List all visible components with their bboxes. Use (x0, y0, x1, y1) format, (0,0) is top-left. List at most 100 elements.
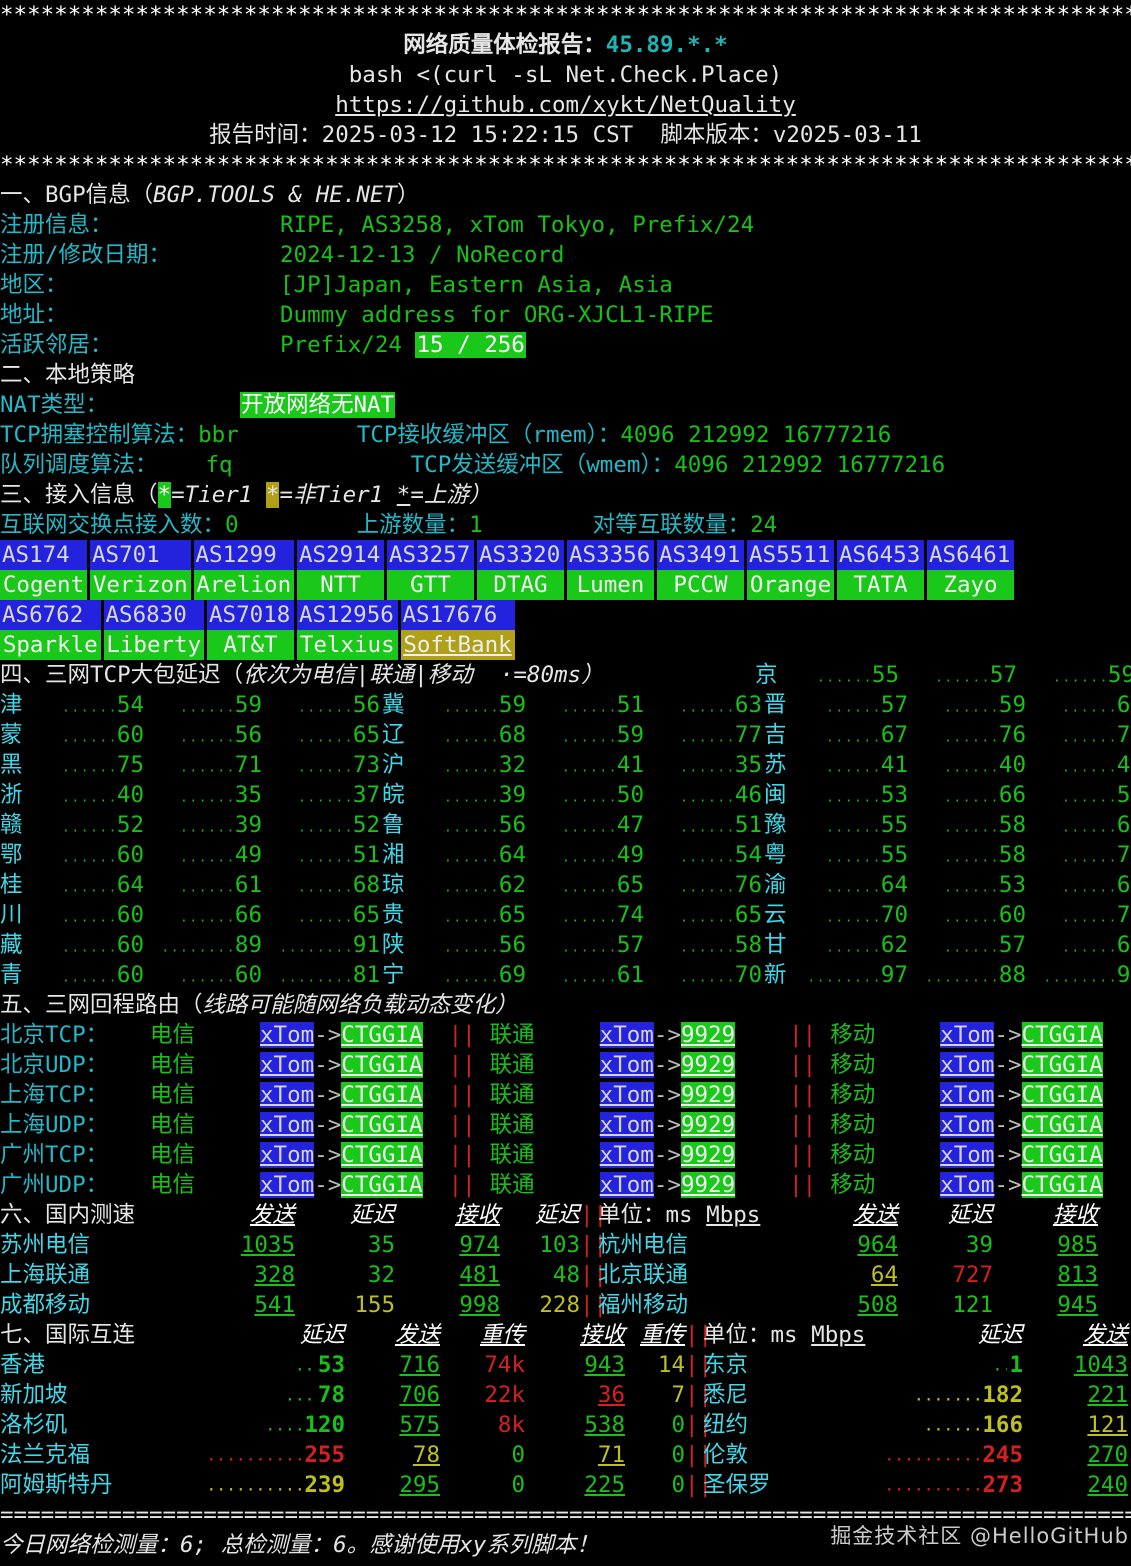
route-hop-src[interactable]: xTom (599, 1082, 654, 1108)
route-hop-dst[interactable]: CTGGIA (1021, 1172, 1103, 1198)
upstream-count-value: 1 (469, 512, 483, 538)
as-number[interactable]: AS1299 (193, 540, 294, 570)
route-hop-src[interactable]: xTom (260, 1142, 315, 1168)
as-number[interactable]: AS5511 (747, 540, 834, 570)
latency-value: ·········60 (62, 902, 146, 928)
as-org-name[interactable]: TATA (837, 570, 924, 600)
as-org-name[interactable]: Lumen (567, 570, 654, 600)
route-hop-dst[interactable]: CTGGIA (1021, 1052, 1103, 1078)
route-hop-src[interactable]: xTom (940, 1022, 995, 1048)
route-arrow-icon: -> (653, 1052, 681, 1078)
as-org-name[interactable]: AT&T (207, 630, 294, 660)
bgp-register-label: 注册信息： (0, 212, 113, 238)
as-org-name[interactable]: Sparkle (0, 630, 101, 660)
route-hop-src[interactable]: xTom (599, 1142, 654, 1168)
route-hop-dst[interactable]: CTGGIA (1021, 1022, 1103, 1048)
route-hop-src[interactable]: xTom (599, 1112, 654, 1138)
as-number[interactable]: AS6453 (837, 540, 924, 570)
route-hop-src[interactable]: xTom (940, 1082, 995, 1108)
latency-value: ········· 54 (62, 692, 146, 718)
as-number[interactable]: AS2914 (297, 540, 384, 570)
as-org-name[interactable]: Orange (747, 570, 834, 600)
as-org-name[interactable]: SoftBank (400, 630, 515, 660)
route-hop-src[interactable]: xTom (260, 1022, 315, 1048)
as-number[interactable]: AS3320 (477, 540, 564, 570)
route-hop-dst[interactable]: 9929 (680, 1082, 736, 1108)
route-hop-dst[interactable]: CTGGIA (341, 1052, 423, 1078)
intl-latency: ····· 53 (296, 1352, 345, 1378)
route-hop-src[interactable]: xTom (599, 1052, 654, 1078)
route-arrow-icon: -> (314, 1052, 342, 1078)
project-url-link[interactable]: https://github.com/xykt/NetQuality (335, 92, 796, 118)
as-org-name[interactable]: Cogent (0, 570, 87, 600)
route-hop-src[interactable]: xTom (940, 1052, 995, 1078)
route-hop-dst[interactable]: 9929 (680, 1172, 736, 1198)
route-hop-dst[interactable]: CTGGIA (1021, 1142, 1103, 1168)
latency-value: ········· 59 (444, 692, 528, 718)
as-number[interactable]: AS12956 (297, 600, 398, 630)
as-row-asn-0: AS174 AS701 AS1299 AS2914 AS3257 AS3320 AS3356… (0, 540, 1131, 570)
as-org-name[interactable]: Liberty (103, 630, 204, 660)
as-org-name[interactable]: Telxius (297, 630, 398, 660)
bgp-row-address: 地址： Dummy address for ORG-XJCL1-RIPE (0, 300, 1131, 330)
as-number[interactable]: AS3356 (567, 540, 654, 570)
route-hop-src[interactable]: xTom (260, 1082, 315, 1108)
as-number[interactable]: AS3491 (657, 540, 744, 570)
latency-province: 鄂 (0, 842, 23, 868)
route-hop-dst[interactable]: 9929 (680, 1022, 736, 1048)
as-number[interactable]: AS701 (90, 540, 191, 570)
intl-send-retrans: 22k (484, 1382, 525, 1408)
route-hop-dst[interactable]: CTGGIA (341, 1112, 423, 1138)
route-hop-src[interactable]: xTom (260, 1172, 315, 1198)
route-hop-dst[interactable]: 9929 (680, 1142, 736, 1168)
route-hop-dst[interactable]: CTGGIA (341, 1172, 423, 1198)
latency-province: 豫 (764, 812, 787, 838)
as-org-name[interactable]: Verizon (90, 570, 191, 600)
intl-latency: ·············· 245 (885, 1442, 1023, 1468)
route-separator: || (789, 1172, 817, 1198)
section-access-title: 三、接入信息（*=Tier1 *=非Tier1 *=上游） (0, 480, 1131, 510)
route-hop-dst[interactable]: CTGGIA (1021, 1082, 1103, 1108)
as-number[interactable]: AS174 (0, 540, 87, 570)
as-org-name[interactable]: Arelion (193, 570, 294, 600)
latency-row: 浙 ········· 40 ········· 35 ········· 37 皖 ·····… (0, 780, 1131, 810)
intl-send-mbps: 575 (399, 1412, 440, 1438)
as-number[interactable]: AS6830 (103, 600, 204, 630)
report-title-line: 网络质量体检报告：45.89.*.* (0, 30, 1131, 60)
route-hop-dst[interactable]: CTGGIA (341, 1022, 423, 1048)
latency-province: 黑 (0, 752, 23, 778)
route-hop-dst[interactable]: CTGGIA (1021, 1112, 1103, 1138)
as-number[interactable]: AS6461 (927, 540, 1014, 570)
route-hop-dst[interactable]: 9929 (680, 1112, 736, 1138)
upstream-count-label: 上游数量： (356, 512, 470, 538)
route-hop-dst[interactable]: 9929 (680, 1052, 736, 1078)
as-number[interactable]: AS6762 (0, 600, 101, 630)
route-hop-src[interactable]: xTom (940, 1112, 995, 1138)
route-hop-src[interactable]: xTom (260, 1052, 315, 1078)
as-org-name[interactable]: PCCW (657, 570, 744, 600)
latency-value: ··········· 88 (925, 962, 1028, 988)
route-hop-src[interactable]: xTom (260, 1112, 315, 1138)
as-org-name[interactable]: DTAG (477, 570, 564, 600)
international-table: 七、国际互连 延迟 发送 重传 接收 重传 || 单位：ms Mbps 延迟 发… (0, 1320, 1131, 1500)
as-number[interactable]: AS17676 (400, 600, 515, 630)
route-hop-src[interactable]: xTom (599, 1022, 654, 1048)
routes-list: 北京TCP： 电信 xTom->CTGGIA || 联通 xTom->9929 || 移动 xT… (0, 1020, 1131, 1200)
tier1-legend-text: =Tier1 (171, 482, 266, 508)
as-org-name[interactable]: NTT (297, 570, 384, 600)
route-isp-unicom: 联通 (489, 1022, 535, 1048)
domestic-node-name: 上海联通 (0, 1262, 91, 1288)
route-hop-src[interactable]: xTom (940, 1142, 995, 1168)
as-org-name[interactable]: GTT (387, 570, 474, 600)
latency-value: ·········61 (562, 962, 646, 988)
as-org-name[interactable]: Zayo (927, 570, 1014, 600)
route-hop-dst[interactable]: CTGGIA (341, 1082, 423, 1108)
route-hop-src[interactable]: xTom (599, 1172, 654, 1198)
route-hop-src[interactable]: xTom (940, 1172, 995, 1198)
latency-row: 桂 ········· 64 ········· 61 ········· 68 琼 ·····… (0, 870, 1131, 900)
as-number[interactable]: AS3257 (387, 540, 474, 570)
as-number[interactable]: AS7018 (207, 600, 294, 630)
route-arrow-icon: -> (653, 1172, 681, 1198)
route-city-label: 上海TCP： (0, 1082, 109, 1108)
route-hop-dst[interactable]: CTGGIA (341, 1142, 423, 1168)
